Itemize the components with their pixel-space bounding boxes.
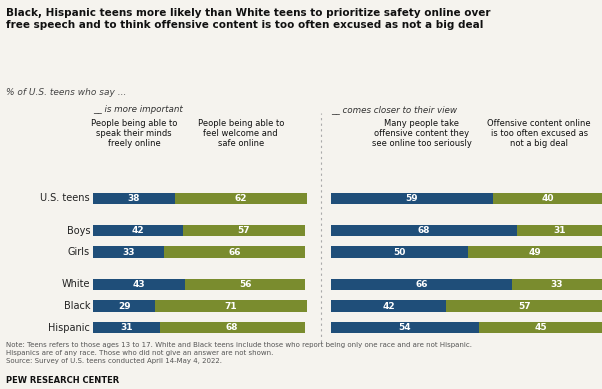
Text: Black, Hispanic teens more likely than White teens to prioritize safety online o: Black, Hispanic teens more likely than W… [6,8,491,30]
Text: 40: 40 [541,194,554,203]
Bar [331,247,468,258]
Text: 42: 42 [132,226,144,235]
Bar [468,247,602,258]
Text: 66: 66 [228,248,241,257]
Text: Offensive content online
is too often excused as
not a big deal: Offensive content online is too often ex… [488,119,591,149]
Text: 62: 62 [235,194,247,203]
Bar [160,322,305,333]
Bar [517,225,602,236]
Bar [93,225,183,236]
Bar [331,225,517,236]
Text: People being able to
feel welcome and
safe online: People being able to feel welcome and sa… [197,119,284,149]
Text: 33: 33 [122,248,135,257]
Bar [93,247,164,258]
Text: 31: 31 [120,323,132,332]
Text: 42: 42 [382,301,395,310]
Text: 33: 33 [551,280,563,289]
Text: PEW RESEARCH CENTER: PEW RESEARCH CENTER [6,376,119,385]
Text: 59: 59 [406,194,418,203]
Text: 50: 50 [393,248,406,257]
Text: 45: 45 [535,323,547,332]
Text: 66: 66 [415,280,428,289]
Text: 71: 71 [225,301,237,310]
Bar [185,279,305,290]
Text: Girls: Girls [68,247,90,257]
Bar [93,279,185,290]
Text: Many people take
offensive content they
see online too seriously: Many people take offensive content they … [371,119,471,149]
Text: People being able to
speak their minds
freely online: People being able to speak their minds f… [91,119,177,149]
Bar [155,300,307,312]
Text: __ comes closer to their view: __ comes closer to their view [331,105,457,114]
Text: % of U.S. teens who say ...: % of U.S. teens who say ... [6,88,126,96]
Bar [93,300,155,312]
Bar [512,279,602,290]
Text: 31: 31 [554,226,566,235]
Bar [93,322,160,333]
Text: 38: 38 [128,194,140,203]
Bar [492,193,602,204]
Text: 56: 56 [239,280,251,289]
Bar [175,193,307,204]
Text: Note: Teens refers to those ages 13 to 17. White and Black teens include those w: Note: Teens refers to those ages 13 to 1… [6,342,472,364]
Text: 43: 43 [133,280,146,289]
Text: Boys: Boys [67,226,90,235]
Text: 68: 68 [226,323,238,332]
Bar [93,193,175,204]
Bar [164,247,305,258]
Bar [331,322,479,333]
Text: 57: 57 [238,226,250,235]
Bar [331,193,492,204]
Bar [446,300,602,312]
Bar [331,279,512,290]
Text: 29: 29 [118,301,131,310]
Text: 68: 68 [418,226,430,235]
Text: U.S. teens: U.S. teens [40,193,90,203]
Text: 57: 57 [518,301,530,310]
Text: __ is more important: __ is more important [93,105,183,114]
Text: 49: 49 [529,248,542,257]
Text: Hispanic: Hispanic [48,322,90,333]
Bar [331,300,446,312]
Text: White: White [61,279,90,289]
Text: 54: 54 [399,323,411,332]
Text: Black: Black [64,301,90,311]
Bar [479,322,602,333]
Bar [183,225,305,236]
